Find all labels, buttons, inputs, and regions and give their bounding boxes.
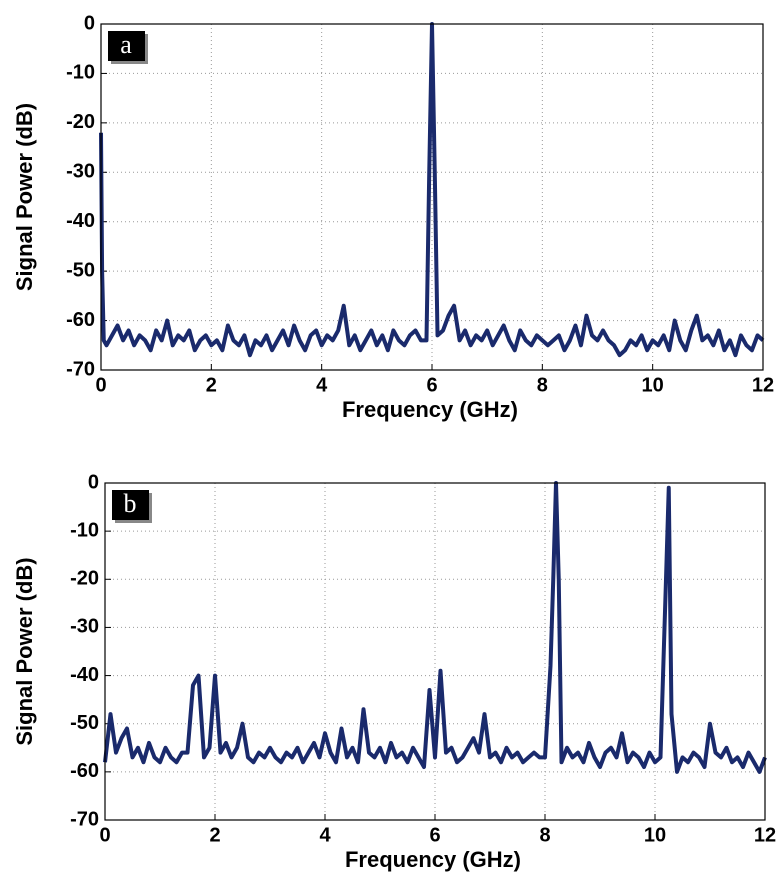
y-tick-label: -50 <box>66 259 95 281</box>
x-tick-label: 8 <box>537 374 548 396</box>
panel-label-box <box>112 490 149 520</box>
x-tick-label: 0 <box>99 824 110 846</box>
x-tick-label: 2 <box>206 374 217 396</box>
y-tick-label: -10 <box>66 62 95 84</box>
spectrum-line <box>103 481 767 774</box>
y-tick-label: -20 <box>66 111 95 133</box>
x-axis-label: Frequency (GHz) <box>342 397 518 422</box>
y-tick-label: 0 <box>88 471 99 493</box>
x-tick-label: 4 <box>319 824 331 846</box>
x-tick-label: 4 <box>316 374 328 396</box>
y-tick-label: -60 <box>70 760 99 782</box>
spectrum-line <box>99 22 765 358</box>
y-tick-label: -10 <box>70 519 99 541</box>
x-axis-label: Frequency (GHz) <box>345 847 521 872</box>
x-tick-label: 10 <box>642 374 664 396</box>
y-tick-label: -70 <box>70 808 99 830</box>
y-tick-label: -20 <box>70 568 99 590</box>
y-tick-label: 0 <box>84 12 95 34</box>
y-tick-label: -60 <box>66 309 95 331</box>
y-tick-label: -40 <box>66 210 95 232</box>
x-tick-label: 6 <box>426 374 437 396</box>
panel-label-box <box>108 31 145 61</box>
y-axis-label: Signal Power (dB) <box>12 557 37 745</box>
x-tick-label: 2 <box>209 824 220 846</box>
x-tick-label: 0 <box>95 374 106 396</box>
panel-label: b <box>124 489 137 518</box>
axes-frame <box>104 482 766 821</box>
y-axis-label: Signal Power (dB) <box>12 103 37 291</box>
y-tick-label: -40 <box>70 664 99 686</box>
y-tick-label: -70 <box>66 358 95 380</box>
x-tick-label: 10 <box>644 824 666 846</box>
axes-frame <box>100 23 764 371</box>
x-tick-label: 8 <box>539 824 550 846</box>
x-tick-label: 12 <box>752 374 774 396</box>
panel-label: a <box>120 30 132 59</box>
y-tick-label: -30 <box>70 616 99 638</box>
x-tick-label: 12 <box>754 824 776 846</box>
y-tick-label: -30 <box>66 161 95 183</box>
x-tick-label: 6 <box>429 824 440 846</box>
y-tick-label: -50 <box>70 712 99 734</box>
